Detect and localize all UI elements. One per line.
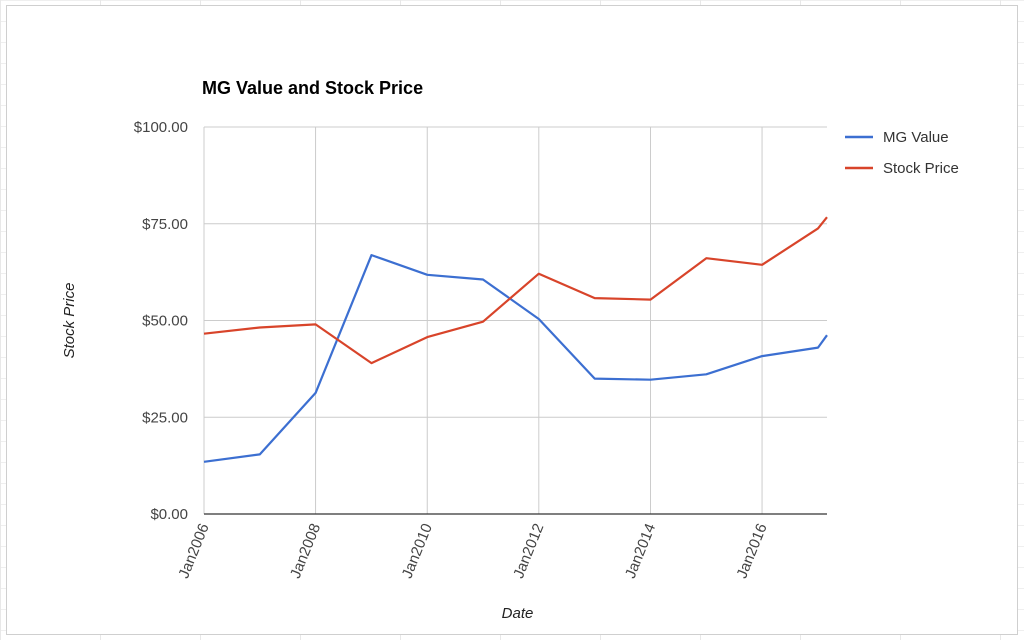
y-tick-label: $50.00 [142,313,188,330]
y-tick-label: $0.00 [150,506,188,523]
x-axis-title: Date [502,605,534,622]
y-axis-title: Stock Price [61,283,78,359]
series-line-mg-value [203,254,828,463]
x-tick-label: Jan2008 [287,521,324,581]
gridlines [203,126,827,514]
axes: $0.00 $25.00 $50.00 $75.00 $100.00 Jan2006 Jan… [134,119,827,581]
legend-label: MG Value [883,129,949,146]
x-tick-label: Jan2014 [622,521,659,581]
x-tick-label: Jan2012 [510,521,547,581]
x-tick-label: Jan2010 [399,521,436,581]
y-tick-label: $75.00 [142,216,188,233]
x-tick-label: Jan2006 [175,521,212,581]
series-lines [203,216,828,463]
chart-card[interactable]: MG Value and Stock Price $0.00 $25.00 $50.… [6,5,1018,635]
legend[interactable]: MG Value Stock Price [845,129,959,177]
y-tick-label: $25.00 [142,409,188,426]
legend-label: Stock Price [883,160,959,177]
series-line-stock-price [203,216,828,365]
x-tick-label: Jan2016 [733,521,770,581]
chart-title: MG Value and Stock Price [202,78,423,98]
y-tick-label: $100.00 [134,119,188,136]
line-chart: MG Value and Stock Price $0.00 $25.00 $50.… [61,78,959,622]
